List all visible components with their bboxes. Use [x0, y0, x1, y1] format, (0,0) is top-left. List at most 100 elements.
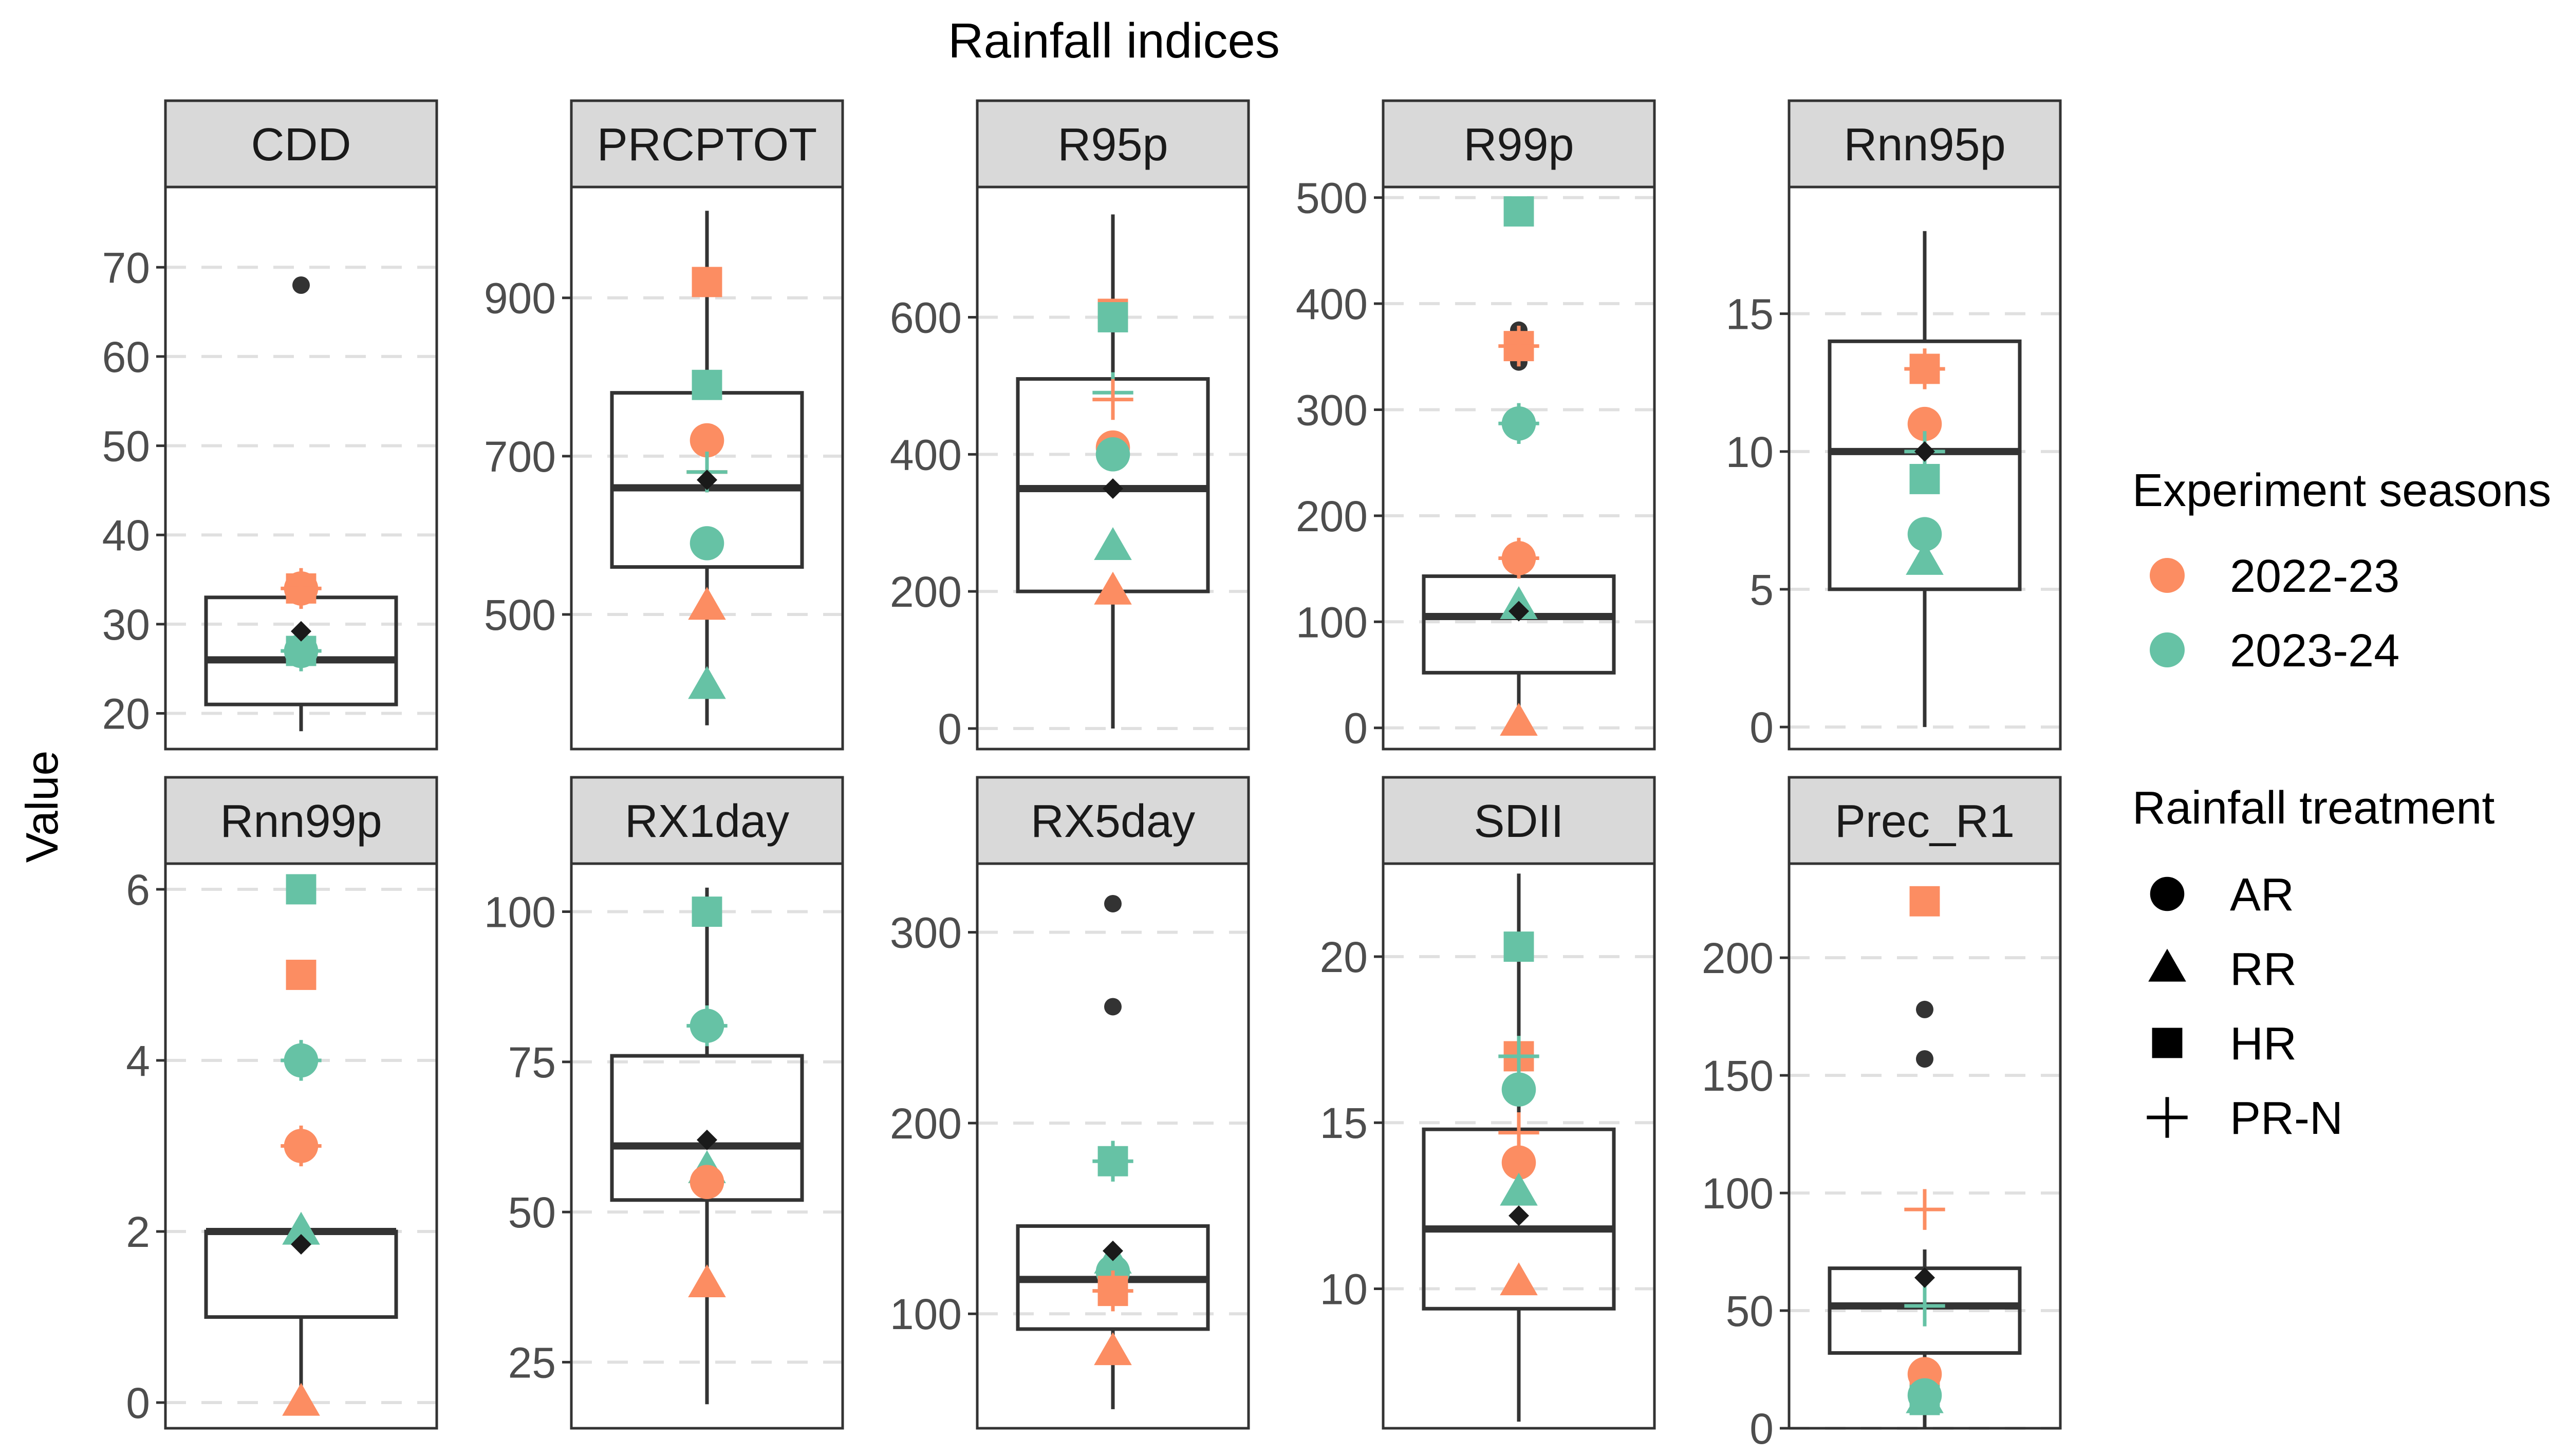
- mean-marker: [1103, 478, 1123, 499]
- outlier-point: [1104, 894, 1122, 912]
- panel-rx5day: 100 200 300 RX5day: [890, 776, 1250, 1430]
- y-tick-label: 50: [1726, 1287, 1774, 1335]
- y-tick-label: 0: [126, 1379, 150, 1427]
- point-pr-n-2022-23: [1092, 1270, 1133, 1312]
- legend-key-hr: [2152, 1028, 2183, 1058]
- y-tick-label: 400: [890, 431, 962, 479]
- point-pr-n-2022-23: [281, 568, 322, 609]
- outlier-point: [1916, 1000, 1933, 1018]
- legend-label: PR-N: [2230, 1093, 2343, 1144]
- legend-shape-title: Rainfall treatment: [2132, 782, 2494, 834]
- panel-r95p: 0 200 400 600 R95p: [890, 99, 1250, 753]
- mean-marker: [697, 1129, 717, 1150]
- legend-label: RR: [2230, 944, 2297, 995]
- mean-marker: [1509, 1205, 1529, 1226]
- y-tick-label: 500: [484, 591, 556, 639]
- panel-title: CDD: [251, 119, 351, 171]
- y-tick-label: 100: [484, 888, 556, 937]
- mean-marker: [1103, 1240, 1123, 1261]
- y-tick-label: 30: [102, 601, 150, 649]
- box: [1828, 339, 2022, 591]
- y-tick-label: 5: [1749, 566, 1774, 614]
- outlier-point: [292, 276, 310, 294]
- legend-key-pr-n: [2147, 1097, 2188, 1138]
- y-tick-label: 600: [890, 293, 962, 342]
- legend: Experiment seasons Rainfall treatment 20…: [2132, 465, 2551, 1144]
- y-tick-label: 100: [1296, 598, 1368, 646]
- y-tick-label: 100: [1702, 1169, 1774, 1218]
- point-rr-2022-23: [688, 1264, 726, 1298]
- panel-prcptot: 500 700 900 PRCPTOT: [484, 99, 844, 751]
- point-rr-2023-24: [1906, 542, 1944, 575]
- y-tick-label: 15: [1726, 290, 1774, 339]
- point-ar-2022-23: [690, 423, 724, 458]
- panel-title: Prec_R1: [1835, 796, 2015, 847]
- strip-background: [1382, 776, 1656, 865]
- y-tick-label: 75: [508, 1038, 556, 1087]
- strip-background: [164, 99, 438, 189]
- point-rr-2023-24: [1500, 1172, 1538, 1206]
- point-pr-n-2022-23: [1092, 379, 1133, 420]
- legend-key-rr: [2148, 948, 2186, 982]
- point-pr-n-2023-24: [686, 1005, 728, 1047]
- y-tick-label: 2: [126, 1208, 150, 1256]
- y-tick-label: 0: [938, 705, 962, 753]
- legend-key-ar: [2150, 876, 2185, 911]
- point-hr-2023-24: [286, 874, 317, 905]
- strip-background: [570, 776, 844, 865]
- panel-title: PRCPTOT: [597, 119, 817, 171]
- point-ar-2022-23: [1501, 1145, 1536, 1180]
- y-tick-label: 150: [1702, 1052, 1774, 1100]
- y-tick-label: 400: [1296, 280, 1368, 328]
- point-ar-2022-23: [690, 1165, 724, 1199]
- strip-background: [976, 99, 1250, 189]
- y-tick-label: 200: [890, 568, 962, 616]
- y-tick-label: 200: [890, 1099, 962, 1148]
- point-ar-2023-24: [690, 526, 724, 561]
- y-tick-label: 15: [1320, 1099, 1368, 1147]
- strip-background: [1788, 99, 2062, 189]
- point-hr-2022-23: [286, 960, 317, 990]
- y-tick-label: 200: [1296, 492, 1368, 540]
- point-rr-2022-23: [1500, 1262, 1538, 1296]
- mean-marker: [291, 621, 311, 642]
- y-tick-label: 0: [1749, 703, 1774, 752]
- point-pr-n-2023-24: [1498, 1036, 1539, 1077]
- panel-background: [1383, 187, 1654, 749]
- mean-marker: [1914, 1267, 1935, 1288]
- mean-marker: [291, 1234, 311, 1255]
- legend-color-title: Experiment seasons: [2132, 465, 2551, 516]
- y-tick-label: 300: [890, 909, 962, 957]
- y-tick-label: 6: [126, 866, 150, 914]
- panel-title: RX1day: [625, 796, 789, 847]
- point-rr-2022-23: [1094, 571, 1132, 605]
- strip-background: [164, 776, 438, 865]
- y-tick-label: 50: [508, 1188, 556, 1237]
- y-tick-label: 25: [508, 1338, 556, 1387]
- legend-label: AR: [2230, 869, 2294, 921]
- point-hr-2023-24: [1909, 1385, 1940, 1415]
- y-tick-label: 300: [1296, 386, 1368, 434]
- panel-title: RX5day: [1031, 796, 1195, 847]
- point-rr-2022-23: [1094, 1332, 1132, 1366]
- point-rr-2022-23: [688, 587, 726, 620]
- legend-key-2022-23: [2150, 558, 2185, 593]
- y-tick-label: 70: [102, 244, 150, 292]
- point-pr-n-2022-23: [1904, 348, 1945, 389]
- y-tick-label: 20: [1320, 933, 1368, 981]
- point-pr-n-2022-23: [1498, 537, 1539, 579]
- legend-key-2023-24: [2150, 632, 2185, 667]
- y-tick-label: 200: [1702, 934, 1774, 982]
- point-ar-2023-24: [1907, 517, 1942, 551]
- point-hr-2022-23: [1909, 886, 1940, 917]
- point-pr-n-2023-24: [1904, 1285, 1945, 1327]
- y-tick-label: 60: [102, 333, 150, 381]
- legend-label: HR: [2230, 1018, 2297, 1070]
- panel-title: Rnn95p: [1844, 119, 2005, 171]
- box: [610, 1054, 804, 1202]
- mean-marker: [1509, 601, 1529, 622]
- strip-background: [1382, 99, 1656, 189]
- point-rr-2023-24: [688, 666, 726, 699]
